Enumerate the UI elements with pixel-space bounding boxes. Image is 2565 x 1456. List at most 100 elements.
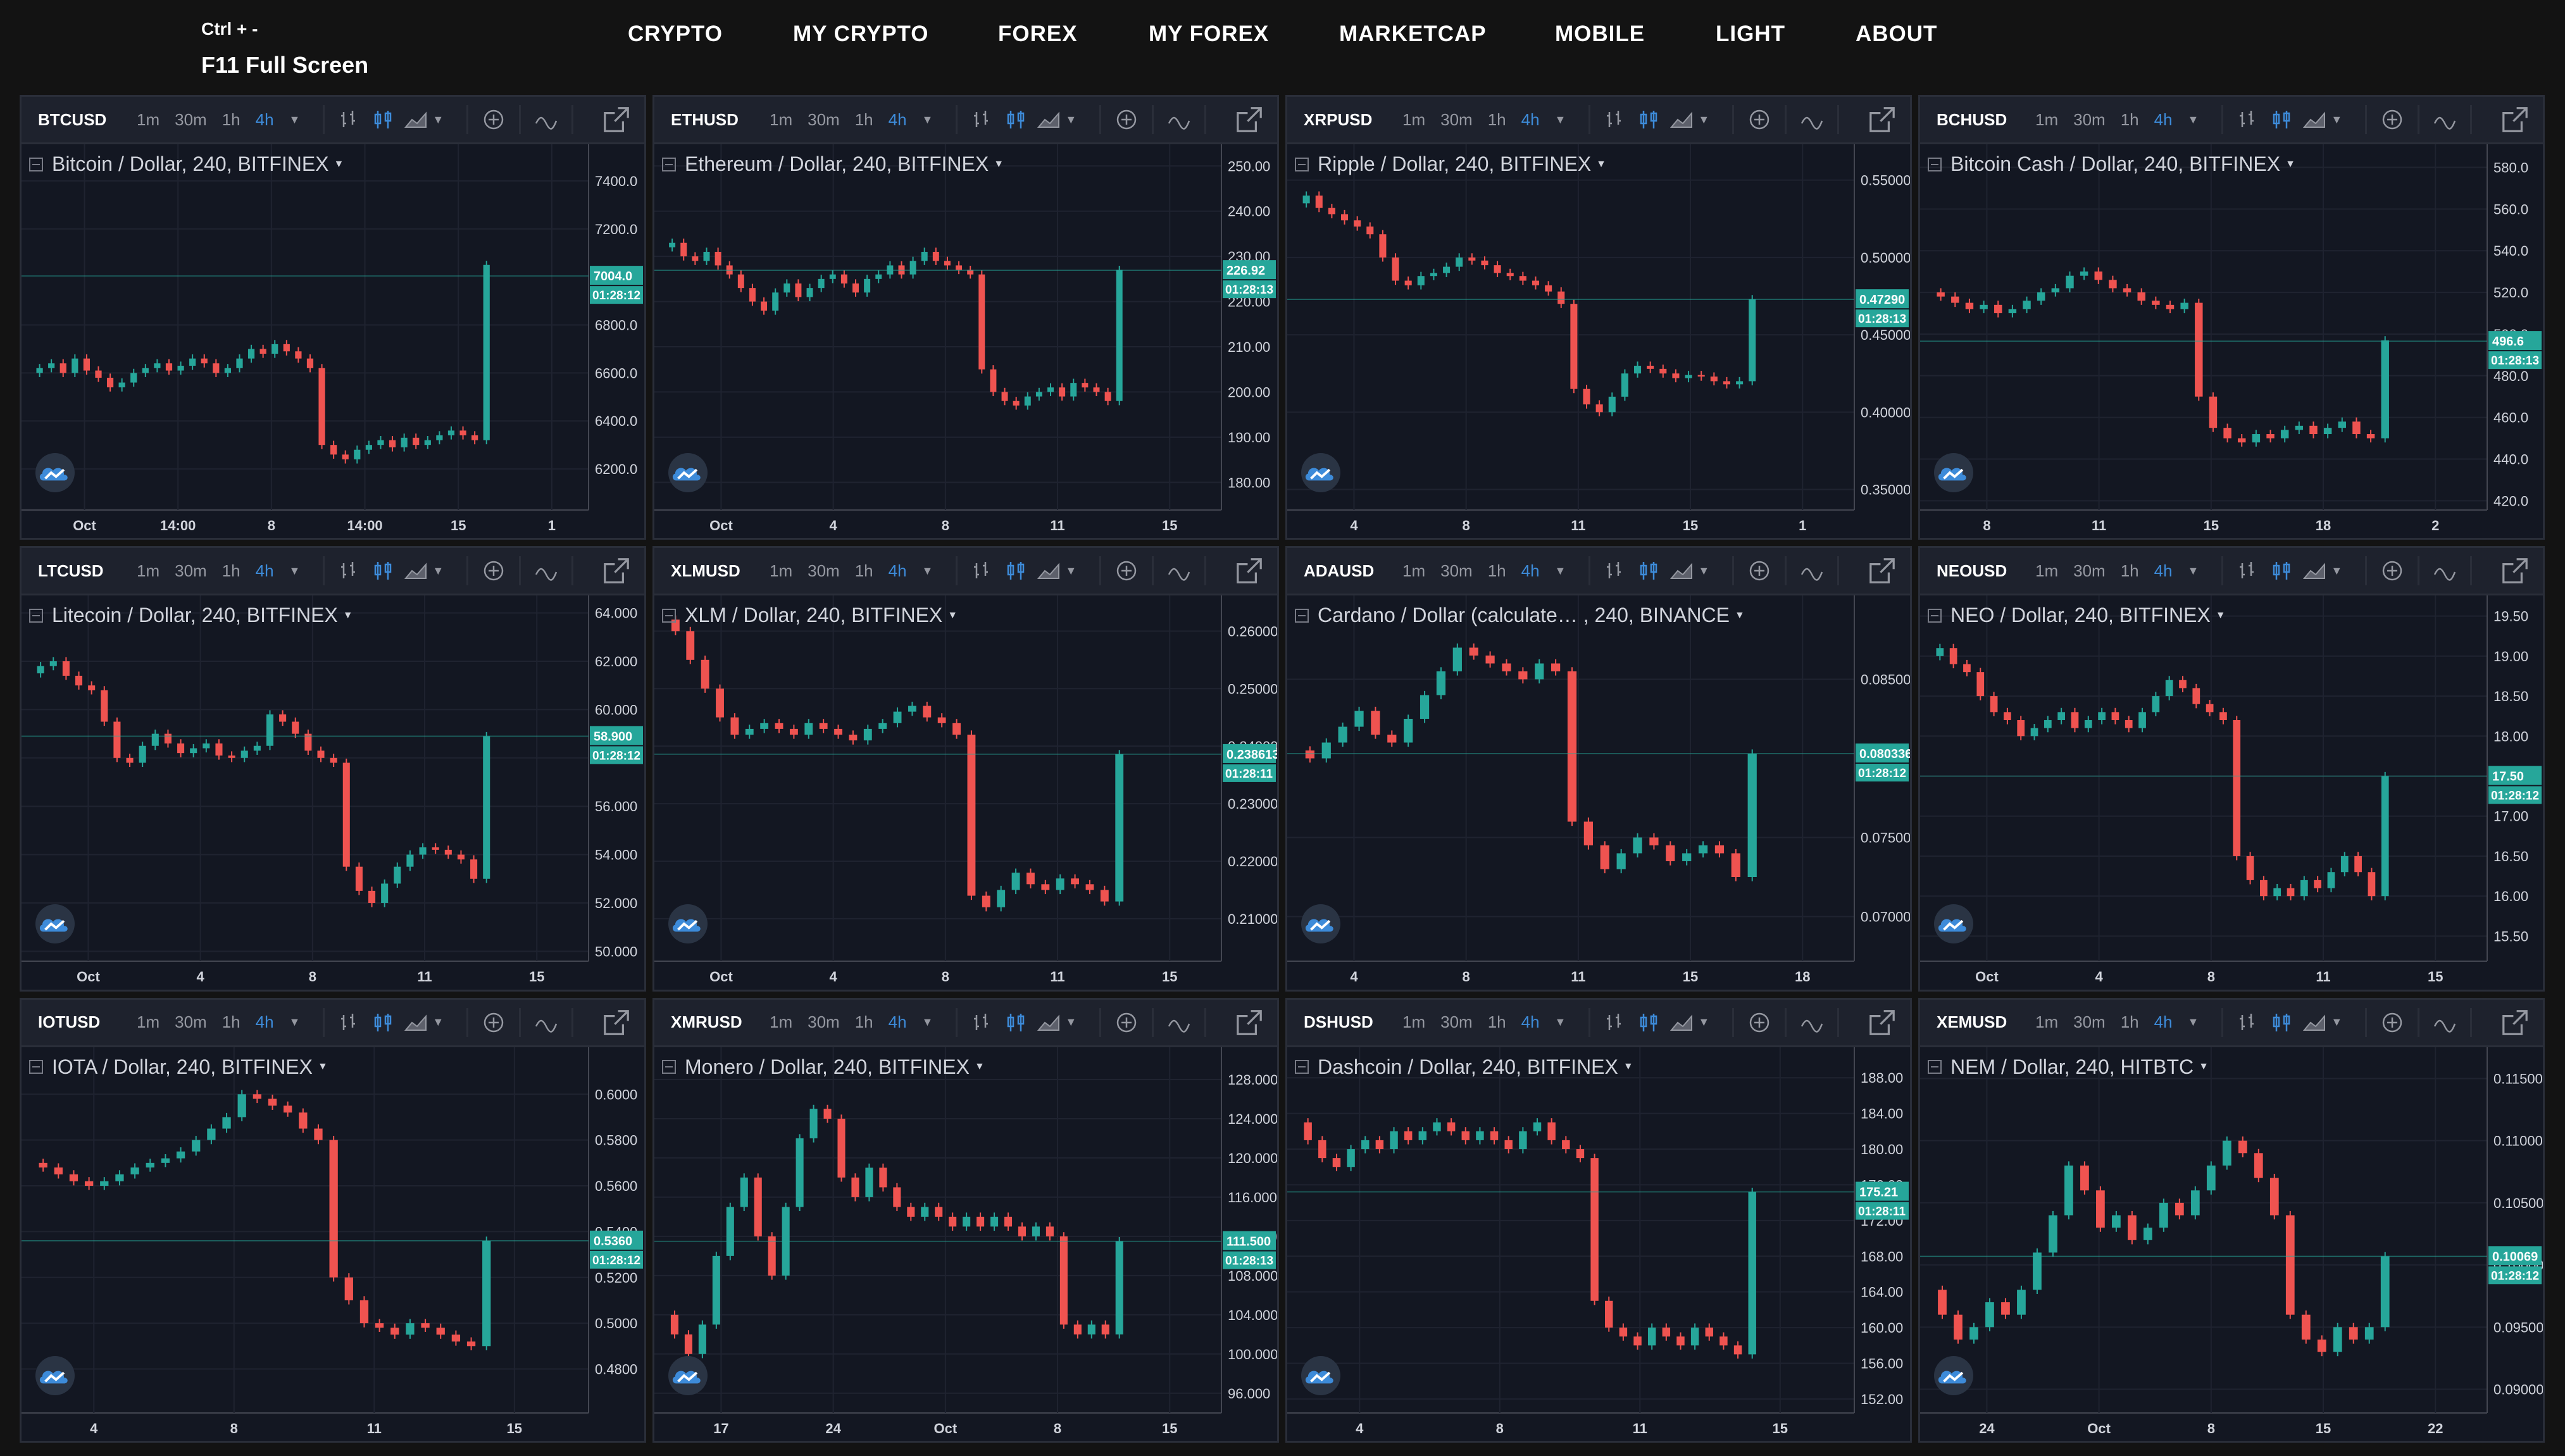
candle-body[interactable] [436, 435, 443, 440]
candle-body[interactable] [698, 1324, 706, 1354]
candle-body[interactable] [2004, 712, 2011, 721]
candle-body[interactable] [908, 706, 916, 712]
candle-body[interactable] [447, 430, 455, 435]
candle-body[interactable] [154, 363, 161, 368]
candle-body[interactable] [279, 714, 287, 722]
candles-icon[interactable] [1632, 554, 1665, 587]
candle-body[interactable] [342, 454, 349, 459]
candle-body[interactable] [1404, 1131, 1413, 1140]
chart-legend[interactable]: Ripple / Dollar, 240, BITFINEX ▼ [1295, 152, 1606, 176]
candle-body[interactable] [203, 744, 210, 749]
candle-body[interactable] [1436, 671, 1446, 695]
candle-body[interactable] [2352, 421, 2361, 435]
candle-body[interactable] [1490, 1131, 1499, 1140]
symbol-label[interactable]: DSHUSD [1304, 1012, 1373, 1032]
candle-body[interactable] [1013, 401, 1020, 406]
chevron-down-icon[interactable]: ▼ [2285, 158, 2295, 170]
timeframe-4h[interactable]: 4h [1521, 561, 1540, 580]
candle-body[interactable] [177, 744, 185, 754]
symbol-label[interactable]: XMRUSD [671, 1012, 742, 1032]
symbol-label[interactable]: BTCUSD [38, 109, 107, 129]
timeframe-1m[interactable]: 1m [1402, 1012, 1426, 1032]
candle-body[interactable] [2273, 888, 2281, 897]
candle-body[interactable] [482, 1240, 491, 1346]
candle-body[interactable] [283, 344, 290, 352]
candle-body[interactable] [712, 1255, 720, 1324]
candle-body[interactable] [1087, 1324, 1095, 1335]
bars-icon[interactable] [966, 554, 999, 587]
candle-body[interactable] [1980, 304, 1988, 309]
candle-body[interactable] [130, 1167, 139, 1174]
chevron-down-icon[interactable]: ▼ [289, 113, 301, 126]
chevron-down-icon[interactable]: ▼ [2187, 1016, 2199, 1029]
candle-body[interactable] [863, 729, 872, 741]
symbol-label[interactable]: BCHUSD [1937, 109, 2007, 129]
chevron-down-icon[interactable]: ▼ [1734, 609, 1745, 621]
chevron-down-icon[interactable]: ▼ [2331, 564, 2343, 577]
wave-icon[interactable] [1795, 103, 1828, 136]
symbol-label[interactable]: ADAUSD [1304, 561, 1375, 580]
candle-body[interactable] [2137, 292, 2145, 301]
candle-body[interactable] [740, 1177, 748, 1207]
bars-icon[interactable] [2232, 1006, 2265, 1039]
candle-body[interactable] [1969, 1326, 1978, 1340]
chart-legend[interactable]: IOTA / Dollar, 240, BITFINEX ▼ [29, 1055, 328, 1079]
candle-body[interactable] [1951, 296, 1959, 303]
candle-body[interactable] [2051, 288, 2060, 293]
candle-body[interactable] [470, 859, 478, 880]
candle-body[interactable] [2017, 720, 2025, 737]
candle-body[interactable] [72, 358, 78, 373]
chart-svg[interactable]: 64.00062.00060.00058.00056.00054.00052.0… [22, 595, 644, 989]
candle-body[interactable] [224, 368, 232, 373]
candle-body[interactable] [2192, 688, 2200, 705]
candle-body[interactable] [1698, 845, 1708, 854]
plus-circle-icon[interactable] [477, 103, 510, 136]
candle-body[interactable] [1035, 392, 1042, 397]
candle-body[interactable] [88, 685, 96, 691]
candle-body[interactable] [956, 265, 963, 270]
candle-body[interactable] [1093, 387, 1100, 392]
tradingview-cloud-icon[interactable] [1934, 1355, 1973, 1395]
candle-body[interactable] [775, 723, 783, 730]
candle-body[interactable] [977, 1216, 985, 1227]
candle-body[interactable] [2138, 712, 2146, 728]
candle-body[interactable] [2222, 1140, 2231, 1166]
candle-body[interactable] [2317, 1339, 2326, 1352]
timeframe-1m[interactable]: 1m [770, 109, 793, 129]
candle-body[interactable] [2098, 712, 2106, 721]
candle-body[interactable] [760, 723, 769, 730]
candle-body[interactable] [2219, 712, 2227, 721]
candle-body[interactable] [967, 270, 974, 275]
timeframe-1m[interactable]: 1m [137, 109, 160, 129]
candle-body[interactable] [1404, 280, 1412, 285]
candle-body[interactable] [118, 382, 125, 388]
timeframe-1h[interactable]: 1h [2120, 1012, 2139, 1032]
collapse-icon[interactable] [29, 608, 43, 623]
chart-svg[interactable]: 0.60000.58000.56000.54000.52000.50000.48… [22, 1047, 644, 1441]
candle-body[interactable] [1519, 1131, 1527, 1149]
chevron-down-icon[interactable]: ▼ [432, 113, 444, 126]
chevron-down-icon[interactable]: ▼ [289, 564, 301, 577]
candle-body[interactable] [1963, 664, 1971, 673]
candle-body[interactable] [1338, 726, 1347, 743]
bars-icon[interactable] [334, 103, 366, 136]
chevron-down-icon[interactable]: ▼ [921, 1016, 933, 1029]
candle-body[interactable] [1347, 1148, 1355, 1167]
bars-icon[interactable] [1599, 1006, 1632, 1039]
candle-body[interactable] [421, 1322, 430, 1328]
candle-body[interactable] [2349, 1326, 2358, 1340]
candle-body[interactable] [1304, 1122, 1312, 1140]
candle-body[interactable] [2338, 421, 2347, 428]
candle-body[interactable] [952, 723, 961, 735]
candle-body[interactable] [2165, 680, 2173, 697]
candle-body[interactable] [1387, 735, 1397, 743]
candle-body[interactable] [1340, 214, 1349, 221]
candle-body[interactable] [1321, 742, 1331, 759]
candle-body[interactable] [306, 358, 314, 368]
candle-body[interactable] [1949, 648, 1957, 664]
area-icon[interactable] [1032, 103, 1065, 136]
nav-marketcap[interactable]: MARKETCAP [1339, 22, 1487, 46]
candle-body[interactable] [329, 1140, 338, 1278]
candle-body[interactable] [1570, 304, 1578, 389]
candle-body[interactable] [444, 850, 452, 855]
